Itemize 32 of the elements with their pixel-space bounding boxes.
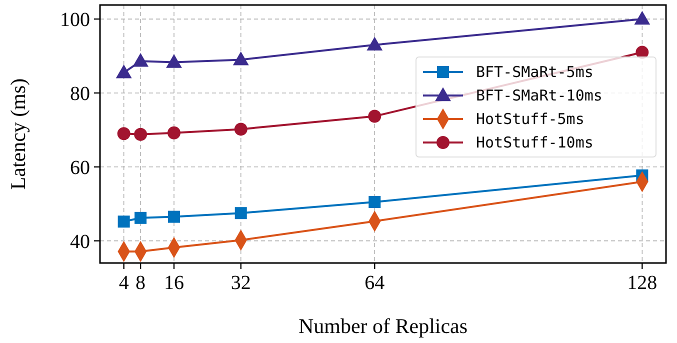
x-tick-label: 4 [118,272,129,294]
point [134,128,148,141]
y-tick-label: 100 [60,9,90,32]
point [368,196,381,208]
point [366,36,383,51]
y-tick-label: 80 [70,82,90,105]
legend-label: BFT-SMaRt-10ms [476,86,602,104]
point [166,54,182,68]
x-tick-label: 16 [164,272,184,294]
y-tick-label: 40 [70,230,90,253]
point [118,216,130,228]
x-tick-label: 8 [136,272,146,294]
point [168,210,180,223]
x-axis-title: Number of Replicas [298,314,468,338]
legend-label: BFT-SMaRt-5ms [476,63,594,81]
point [132,52,149,67]
point [134,212,147,224]
point [116,64,132,78]
point [117,127,130,140]
x-tick-label: 32 [230,272,251,294]
point [232,52,249,66]
point [634,10,650,25]
y-axis-title: Latency (ms) [6,78,30,190]
legend-label: HotStuff-10ms [476,134,594,152]
point [234,122,248,136]
point [368,110,382,123]
x-tick-label: 64 [364,272,385,294]
point [234,207,247,220]
legend-label: HotStuff-5ms [476,110,584,128]
y-tick-label: 60 [70,156,90,179]
point [167,126,180,140]
x-tick-label: 128 [627,272,658,294]
